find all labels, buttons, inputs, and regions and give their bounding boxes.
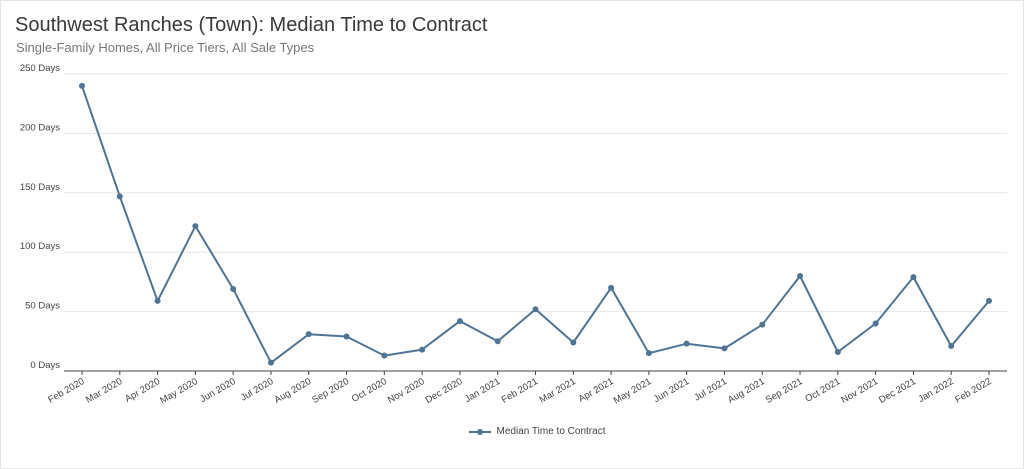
x-tick-label: Jun 2020 <box>198 376 237 405</box>
x-tick-label: Oct 2020 <box>350 376 389 405</box>
data-point[interactable] <box>759 321 766 328</box>
data-point[interactable] <box>532 306 539 313</box>
data-point[interactable] <box>116 193 123 200</box>
data-point[interactable] <box>834 348 841 355</box>
x-tick-label: May 2020 <box>158 376 200 406</box>
data-point[interactable] <box>910 274 917 281</box>
series-line <box>81 85 990 364</box>
chart-subtitle: Single-Family Homes, All Price Tiers, Al… <box>16 40 315 55</box>
data-point[interactable] <box>381 352 388 359</box>
data-point[interactable] <box>645 350 652 357</box>
data-point[interactable] <box>154 297 161 304</box>
y-tick-label: 150 Days <box>20 182 60 193</box>
data-point[interactable] <box>230 286 237 293</box>
x-tick-label: Jul 2021 <box>692 376 729 403</box>
data-point[interactable] <box>797 272 804 279</box>
data-point[interactable] <box>494 338 501 345</box>
legend: Median Time to Contract <box>0 426 1024 440</box>
x-tick-label: Mar 2020 <box>84 376 124 406</box>
x-tick-label: Dec 2021 <box>877 376 918 406</box>
y-tick-label: 200 Days <box>20 122 60 133</box>
x-tick-label: Sep 2020 <box>310 376 351 406</box>
x-tick-label: Oct 2021 <box>803 376 842 405</box>
y-tick-label: 0 Days <box>30 360 60 371</box>
x-tick-label: Aug 2021 <box>726 376 767 406</box>
x-tick-label: Apr 2021 <box>577 376 616 405</box>
x-tick-label: Jun 2021 <box>652 376 691 405</box>
x-tick-label: Nov 2021 <box>839 376 880 406</box>
data-point[interactable] <box>456 318 463 325</box>
data-point[interactable] <box>305 331 312 338</box>
x-tick-label: Apr 2020 <box>123 376 162 405</box>
x-tick-label: Feb 2022 <box>953 376 993 406</box>
data-point[interactable] <box>872 320 879 327</box>
grid-lines <box>64 73 1007 313</box>
data-points <box>79 82 992 366</box>
legend-swatch-icon <box>468 427 491 437</box>
y-axis-ticks: 0 Days 50 Days 100 Days 150 Days 200 Days 250… <box>20 63 60 371</box>
x-tick-label: Feb 2021 <box>500 376 540 406</box>
x-tick-label: Jul 2020 <box>239 376 276 403</box>
x-tick-label: Feb 2020 <box>46 376 86 406</box>
x-tick-label: Mar 2021 <box>538 376 578 406</box>
x-tick-label: Jan 2022 <box>916 376 955 405</box>
x-tick-label: Jan 2021 <box>463 376 502 405</box>
data-point[interactable] <box>570 339 577 346</box>
y-tick-label: 50 Days <box>25 301 60 312</box>
data-point[interactable] <box>419 346 426 353</box>
data-point[interactable] <box>683 340 690 347</box>
data-point[interactable] <box>79 82 85 89</box>
data-point[interactable] <box>721 345 728 352</box>
data-point[interactable] <box>192 223 199 230</box>
legend-label: Median Time to Contract <box>496 426 606 437</box>
data-point[interactable] <box>948 343 955 350</box>
legend-item[interactable]: Median Time to Contract <box>468 426 606 437</box>
data-point[interactable] <box>608 284 615 291</box>
data-point[interactable] <box>986 297 992 304</box>
x-tick-label: Sep 2021 <box>764 376 805 406</box>
data-point[interactable] <box>343 333 350 340</box>
data-point[interactable] <box>267 359 274 366</box>
x-tick-label: Aug 2020 <box>273 376 314 406</box>
x-tick-label: May 2021 <box>612 376 654 406</box>
y-tick-label: 100 Days <box>20 241 60 252</box>
x-tick-label: Nov 2020 <box>386 376 427 406</box>
chart-title: Southwest Ranches (Town): Median Time to… <box>15 14 488 36</box>
y-tick-label: 250 Days <box>20 63 60 74</box>
x-tick-label: Dec 2020 <box>424 376 465 406</box>
